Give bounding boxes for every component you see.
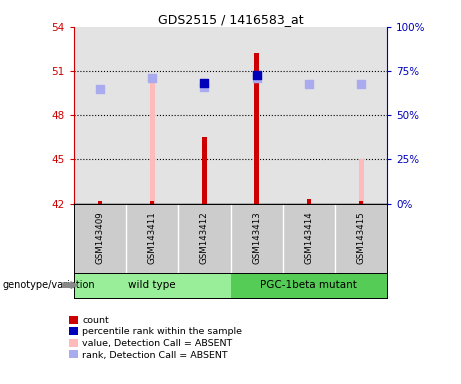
Bar xyxy=(359,159,364,204)
Text: GSM143412: GSM143412 xyxy=(200,212,209,265)
Bar xyxy=(283,27,335,204)
Point xyxy=(148,75,156,81)
Bar xyxy=(74,273,230,298)
Bar xyxy=(149,78,155,204)
Bar xyxy=(74,27,126,204)
Point xyxy=(357,81,365,87)
Text: PGC-1beta mutant: PGC-1beta mutant xyxy=(260,280,357,290)
Bar xyxy=(359,200,363,204)
Legend: count, percentile rank within the sample, value, Detection Call = ABSENT, rank, : count, percentile rank within the sample… xyxy=(69,316,242,359)
Bar xyxy=(178,27,230,204)
Bar xyxy=(307,199,311,204)
Bar xyxy=(230,27,283,204)
Point xyxy=(253,75,260,81)
Text: GSM143411: GSM143411 xyxy=(148,212,157,265)
Bar xyxy=(150,201,154,204)
Text: wild type: wild type xyxy=(128,280,176,290)
Point xyxy=(305,81,313,87)
Point xyxy=(201,84,208,90)
Bar xyxy=(126,27,178,204)
Bar xyxy=(230,273,387,298)
Bar xyxy=(202,137,207,204)
Text: GSM143413: GSM143413 xyxy=(252,212,261,265)
Text: GSM143414: GSM143414 xyxy=(304,212,313,265)
Text: genotype/variation: genotype/variation xyxy=(2,280,95,290)
Bar xyxy=(335,27,387,204)
Text: GSM143409: GSM143409 xyxy=(95,212,104,265)
Title: GDS2515 / 1416583_at: GDS2515 / 1416583_at xyxy=(158,13,303,26)
Text: GSM143415: GSM143415 xyxy=(357,212,366,265)
Bar xyxy=(98,200,102,204)
Point xyxy=(201,80,208,86)
Point xyxy=(96,86,104,92)
Point xyxy=(253,72,260,78)
Bar xyxy=(254,53,259,204)
